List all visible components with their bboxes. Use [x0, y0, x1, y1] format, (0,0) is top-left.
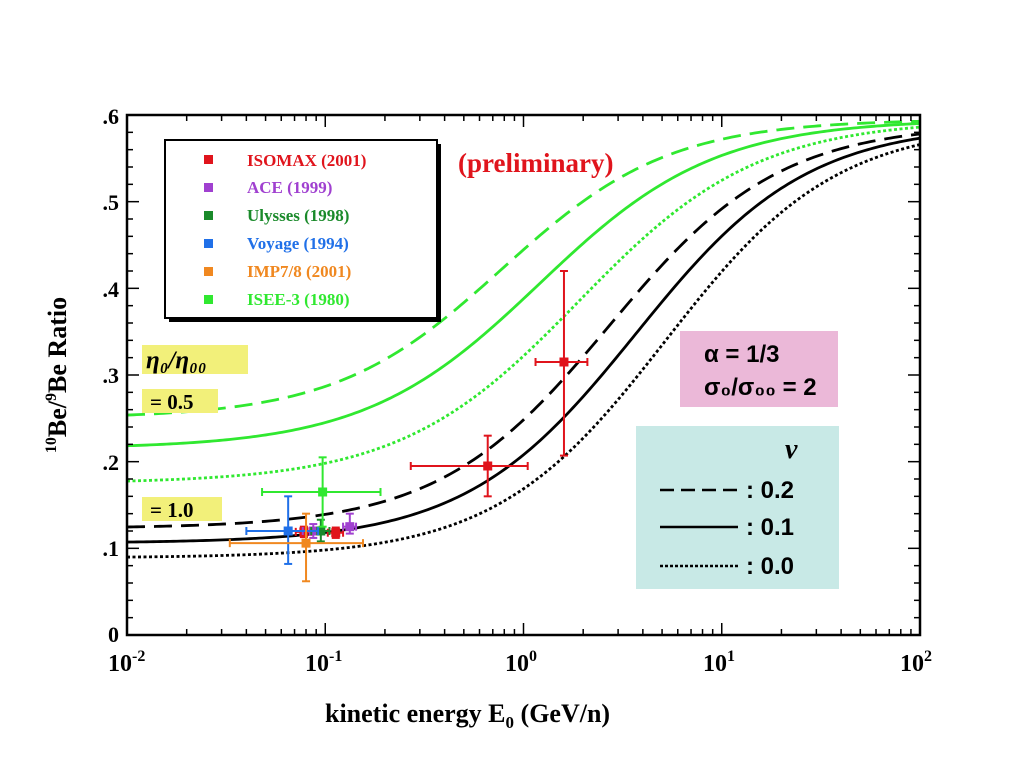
model-curve — [127, 143, 920, 559]
data-point — [283, 526, 293, 536]
model-curve — [127, 119, 920, 417]
y-tick-label: .4 — [103, 277, 120, 302]
data-points — [228, 270, 589, 583]
alpha-label: α = 1/3 — [704, 341, 779, 368]
x-tick-label: 10-1 — [305, 648, 342, 677]
x-tick-label: 102 — [900, 648, 932, 677]
nu-header: ν — [785, 434, 798, 465]
y-tick-label: .2 — [103, 450, 120, 475]
nu-value-label: : 0.2 — [746, 477, 794, 504]
preliminary-label: (preliminary) — [458, 148, 613, 178]
x-tick-label: 100 — [505, 648, 537, 677]
eta-header: η₀/η₀₀ — [146, 347, 207, 374]
data-point — [483, 461, 493, 471]
legend-marker — [204, 211, 213, 220]
x-tick-label: 101 — [703, 648, 735, 677]
nu-value-label: : 0.0 — [746, 553, 794, 580]
eta-half-label: = 0.5 — [150, 390, 193, 414]
nu-key-box — [636, 426, 839, 589]
y-tick-label: .3 — [103, 363, 120, 388]
legend-label: Ulysses (1998) — [247, 206, 349, 225]
legend-label: IMP7/8 (2001) — [247, 262, 351, 281]
legend-marker — [204, 155, 213, 164]
data-point — [345, 522, 355, 532]
nu-value-label: : 0.1 — [746, 514, 794, 541]
legend-marker — [204, 295, 213, 304]
model-curve — [127, 122, 920, 448]
x-axis-title: kinetic energy E0 (GeV/n) — [325, 699, 610, 732]
legend-marker — [204, 183, 213, 192]
data-point — [318, 487, 328, 497]
model-curve — [127, 125, 920, 483]
sigma-label: σ₀/σ₀₀ = 2 — [704, 374, 817, 401]
data-point — [331, 528, 341, 538]
eta-header-box — [142, 345, 248, 374]
eta-one-label: = 1.0 — [150, 498, 193, 522]
y-axis-title: 10Be/9Be Ratio — [43, 297, 72, 453]
y-tick-label: 0 — [108, 622, 119, 647]
x-tick-label: 10-2 — [108, 648, 145, 677]
legend-label: ACE (1999) — [247, 178, 332, 197]
x-tick-labels: 10-2 10-1 100 101 102 — [108, 648, 932, 677]
axis-ticks — [126, 114, 920, 636]
model-curve — [127, 132, 920, 529]
legend-label: Voyage (1994) — [247, 234, 349, 253]
legend-marker — [204, 267, 213, 276]
legend: ISOMAX (2001) ACE (1999) Ulysses (1998) … — [164, 139, 441, 322]
eta-half-box — [142, 389, 218, 413]
model-curves — [127, 119, 920, 559]
data-point — [301, 538, 311, 548]
legend-label: ISOMAX (2001) — [247, 151, 366, 170]
y-tick-labels: 0 .1 .2 .3 .4 .5 .6 — [103, 104, 120, 647]
y-tick-label: .1 — [103, 536, 120, 561]
eta-one-box — [142, 497, 222, 521]
data-point — [559, 357, 569, 367]
model-curve — [127, 136, 920, 544]
legend-label: ISEE-3 (1980) — [247, 290, 349, 309]
y-tick-label: .6 — [103, 104, 120, 129]
y-tick-label: .5 — [103, 190, 120, 215]
legend-marker — [204, 239, 213, 248]
parameter-box — [680, 331, 838, 407]
legend-box — [164, 139, 438, 319]
data-point — [316, 526, 326, 536]
